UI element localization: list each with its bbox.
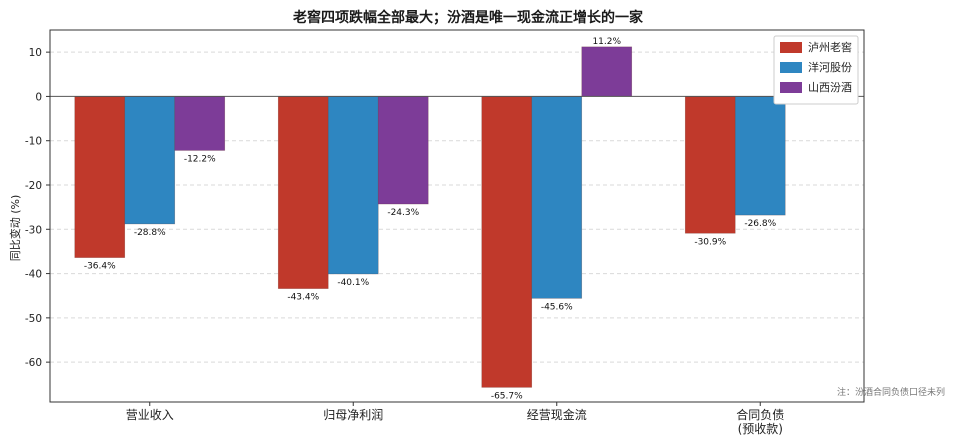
bar bbox=[734, 96, 786, 216]
axes: 10 0 -10 -20 -30 -40 -50 -60 营业收入 归母净利润 经营现金流 合同负债(… bbox=[25, 29, 865, 436]
y-tick-label: -30 bbox=[25, 224, 42, 236]
bar bbox=[531, 96, 583, 299]
bar bbox=[74, 96, 126, 258]
data-label: -24.3% bbox=[387, 208, 419, 218]
data-label: -28.8% bbox=[134, 228, 166, 238]
data-label: 11.2% bbox=[592, 37, 621, 47]
data-label: -43.4% bbox=[287, 293, 319, 303]
y-tick-label: -40 bbox=[25, 269, 42, 281]
y-tick-label: -10 bbox=[25, 136, 42, 148]
x-tick-label: 归母净利润 bbox=[323, 408, 383, 422]
data-label: -36.4% bbox=[84, 262, 116, 272]
x-tick-label: 营业收入 bbox=[126, 408, 174, 422]
y-tick-label: -60 bbox=[25, 357, 42, 369]
data-label: -26.8% bbox=[744, 219, 776, 229]
legend-swatch bbox=[780, 62, 802, 73]
legend-swatch bbox=[780, 42, 802, 53]
data-label: -65.7% bbox=[491, 391, 523, 401]
y-axis-label: 同比变动 (%) bbox=[8, 195, 22, 262]
bar bbox=[481, 96, 533, 388]
x-tick-label: 经营现金流 bbox=[527, 407, 587, 422]
x-tick-label: (预收款) bbox=[738, 422, 783, 436]
legend-swatch bbox=[780, 82, 802, 93]
bar bbox=[174, 96, 226, 151]
bar bbox=[327, 96, 379, 275]
data-label: -12.2% bbox=[184, 154, 216, 164]
chart-title: 老窖四项跌幅全部最大；汾酒是唯一现金流正增长的一家 bbox=[293, 9, 644, 26]
plot-frame bbox=[49, 29, 865, 403]
legend-label: 山西汾酒 bbox=[808, 81, 852, 94]
y-tick-label: 0 bbox=[35, 91, 42, 103]
legend-label: 泸州老窖 bbox=[808, 40, 852, 54]
bar bbox=[684, 96, 736, 234]
bar bbox=[581, 46, 633, 97]
bar bbox=[124, 96, 176, 225]
bar bbox=[377, 96, 429, 205]
y-tick-label: -50 bbox=[25, 313, 42, 325]
data-label: -45.6% bbox=[541, 302, 573, 312]
legend-label: 洋河股份 bbox=[808, 60, 852, 74]
bars-group: -36.4% -28.8% -12.2% -43.4% -40.1% -24.3% -65.… bbox=[74, 37, 786, 401]
data-label: -40.1% bbox=[337, 278, 369, 288]
data-label: -30.9% bbox=[694, 237, 726, 247]
bar bbox=[277, 96, 329, 289]
y-tick-label: 10 bbox=[29, 47, 42, 59]
footnote: 注：汾酒合同负债口径未列 bbox=[837, 386, 945, 398]
y-tick-label: -20 bbox=[25, 180, 42, 192]
x-tick-label: 合同负债 bbox=[736, 407, 784, 422]
